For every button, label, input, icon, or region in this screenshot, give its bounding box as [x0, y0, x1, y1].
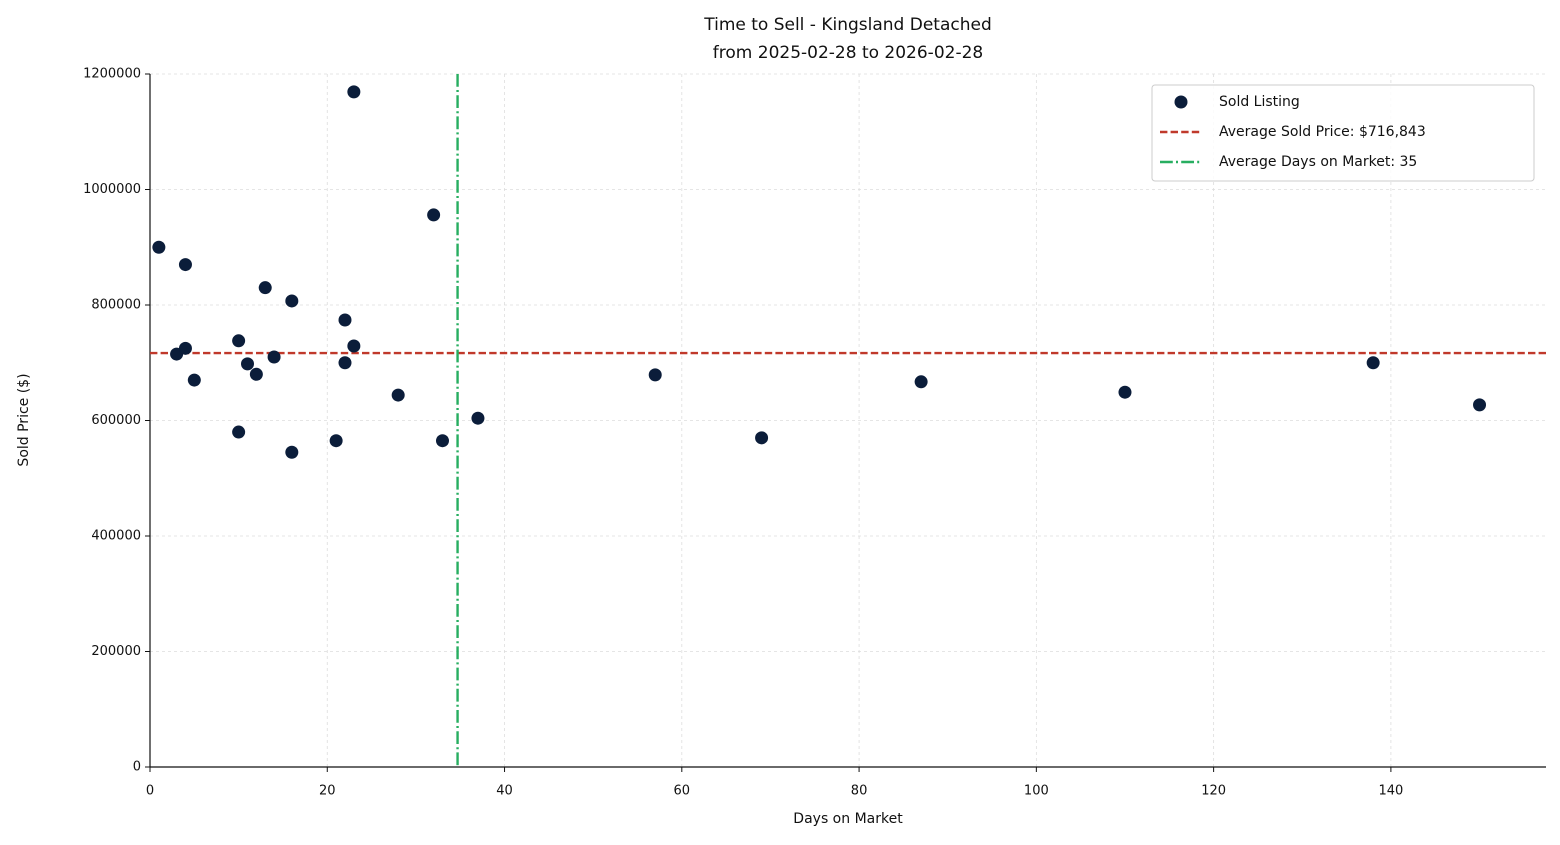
x-tick-label: 80 [851, 784, 868, 799]
x-tick-label: 140 [1378, 784, 1403, 799]
point [178, 341, 192, 355]
legend-text: Average Days on Market: 35 [1219, 154, 1417, 170]
chart-subtitle: from 2025-02-28 to 2026-02-28 [713, 43, 983, 63]
x-tick-label: 0 [146, 784, 154, 799]
point [249, 367, 263, 381]
x-tick-label: 20 [319, 784, 336, 799]
y-tick-label: 0 [133, 760, 141, 775]
point [152, 240, 166, 254]
legend-marker [1174, 95, 1188, 109]
chart-title: Time to Sell - Kingsland Detached [703, 15, 992, 35]
point [267, 350, 281, 364]
x-tick-label: 60 [674, 784, 691, 799]
y-tick-label: 200000 [91, 644, 141, 659]
y-tick-label: 1000000 [83, 182, 141, 197]
point [1118, 385, 1132, 399]
point [338, 313, 352, 327]
x-tick-label: 40 [496, 784, 513, 799]
point [187, 373, 201, 387]
x-tick-label: 120 [1201, 784, 1226, 799]
y-tick-label: 1200000 [83, 67, 141, 82]
y-axis-title: Sold Price ($) [16, 373, 32, 466]
point [240, 357, 254, 371]
point [427, 208, 441, 222]
legend-box [1151, 84, 1535, 182]
point [347, 85, 361, 99]
point [338, 356, 352, 370]
point [1473, 398, 1487, 412]
y-tick-label: 600000 [91, 413, 141, 428]
point [178, 258, 192, 272]
point [232, 334, 246, 348]
point [471, 411, 485, 425]
point [648, 368, 662, 382]
point [329, 434, 343, 448]
point [755, 431, 769, 445]
y-tick-label: 400000 [91, 529, 141, 544]
point [285, 445, 299, 459]
x-axis-title: Days on Market [793, 811, 903, 827]
point [391, 388, 405, 402]
x-tick-label: 100 [1024, 784, 1049, 799]
point [232, 425, 246, 439]
point [914, 375, 928, 389]
point [1366, 356, 1380, 370]
point [435, 434, 449, 448]
point [347, 339, 361, 353]
legend-text: Sold Listing [1219, 94, 1300, 110]
legend-text: Average Sold Price: $716,843 [1219, 124, 1426, 140]
point [285, 294, 299, 308]
point [258, 281, 272, 295]
y-tick-label: 800000 [91, 298, 141, 313]
